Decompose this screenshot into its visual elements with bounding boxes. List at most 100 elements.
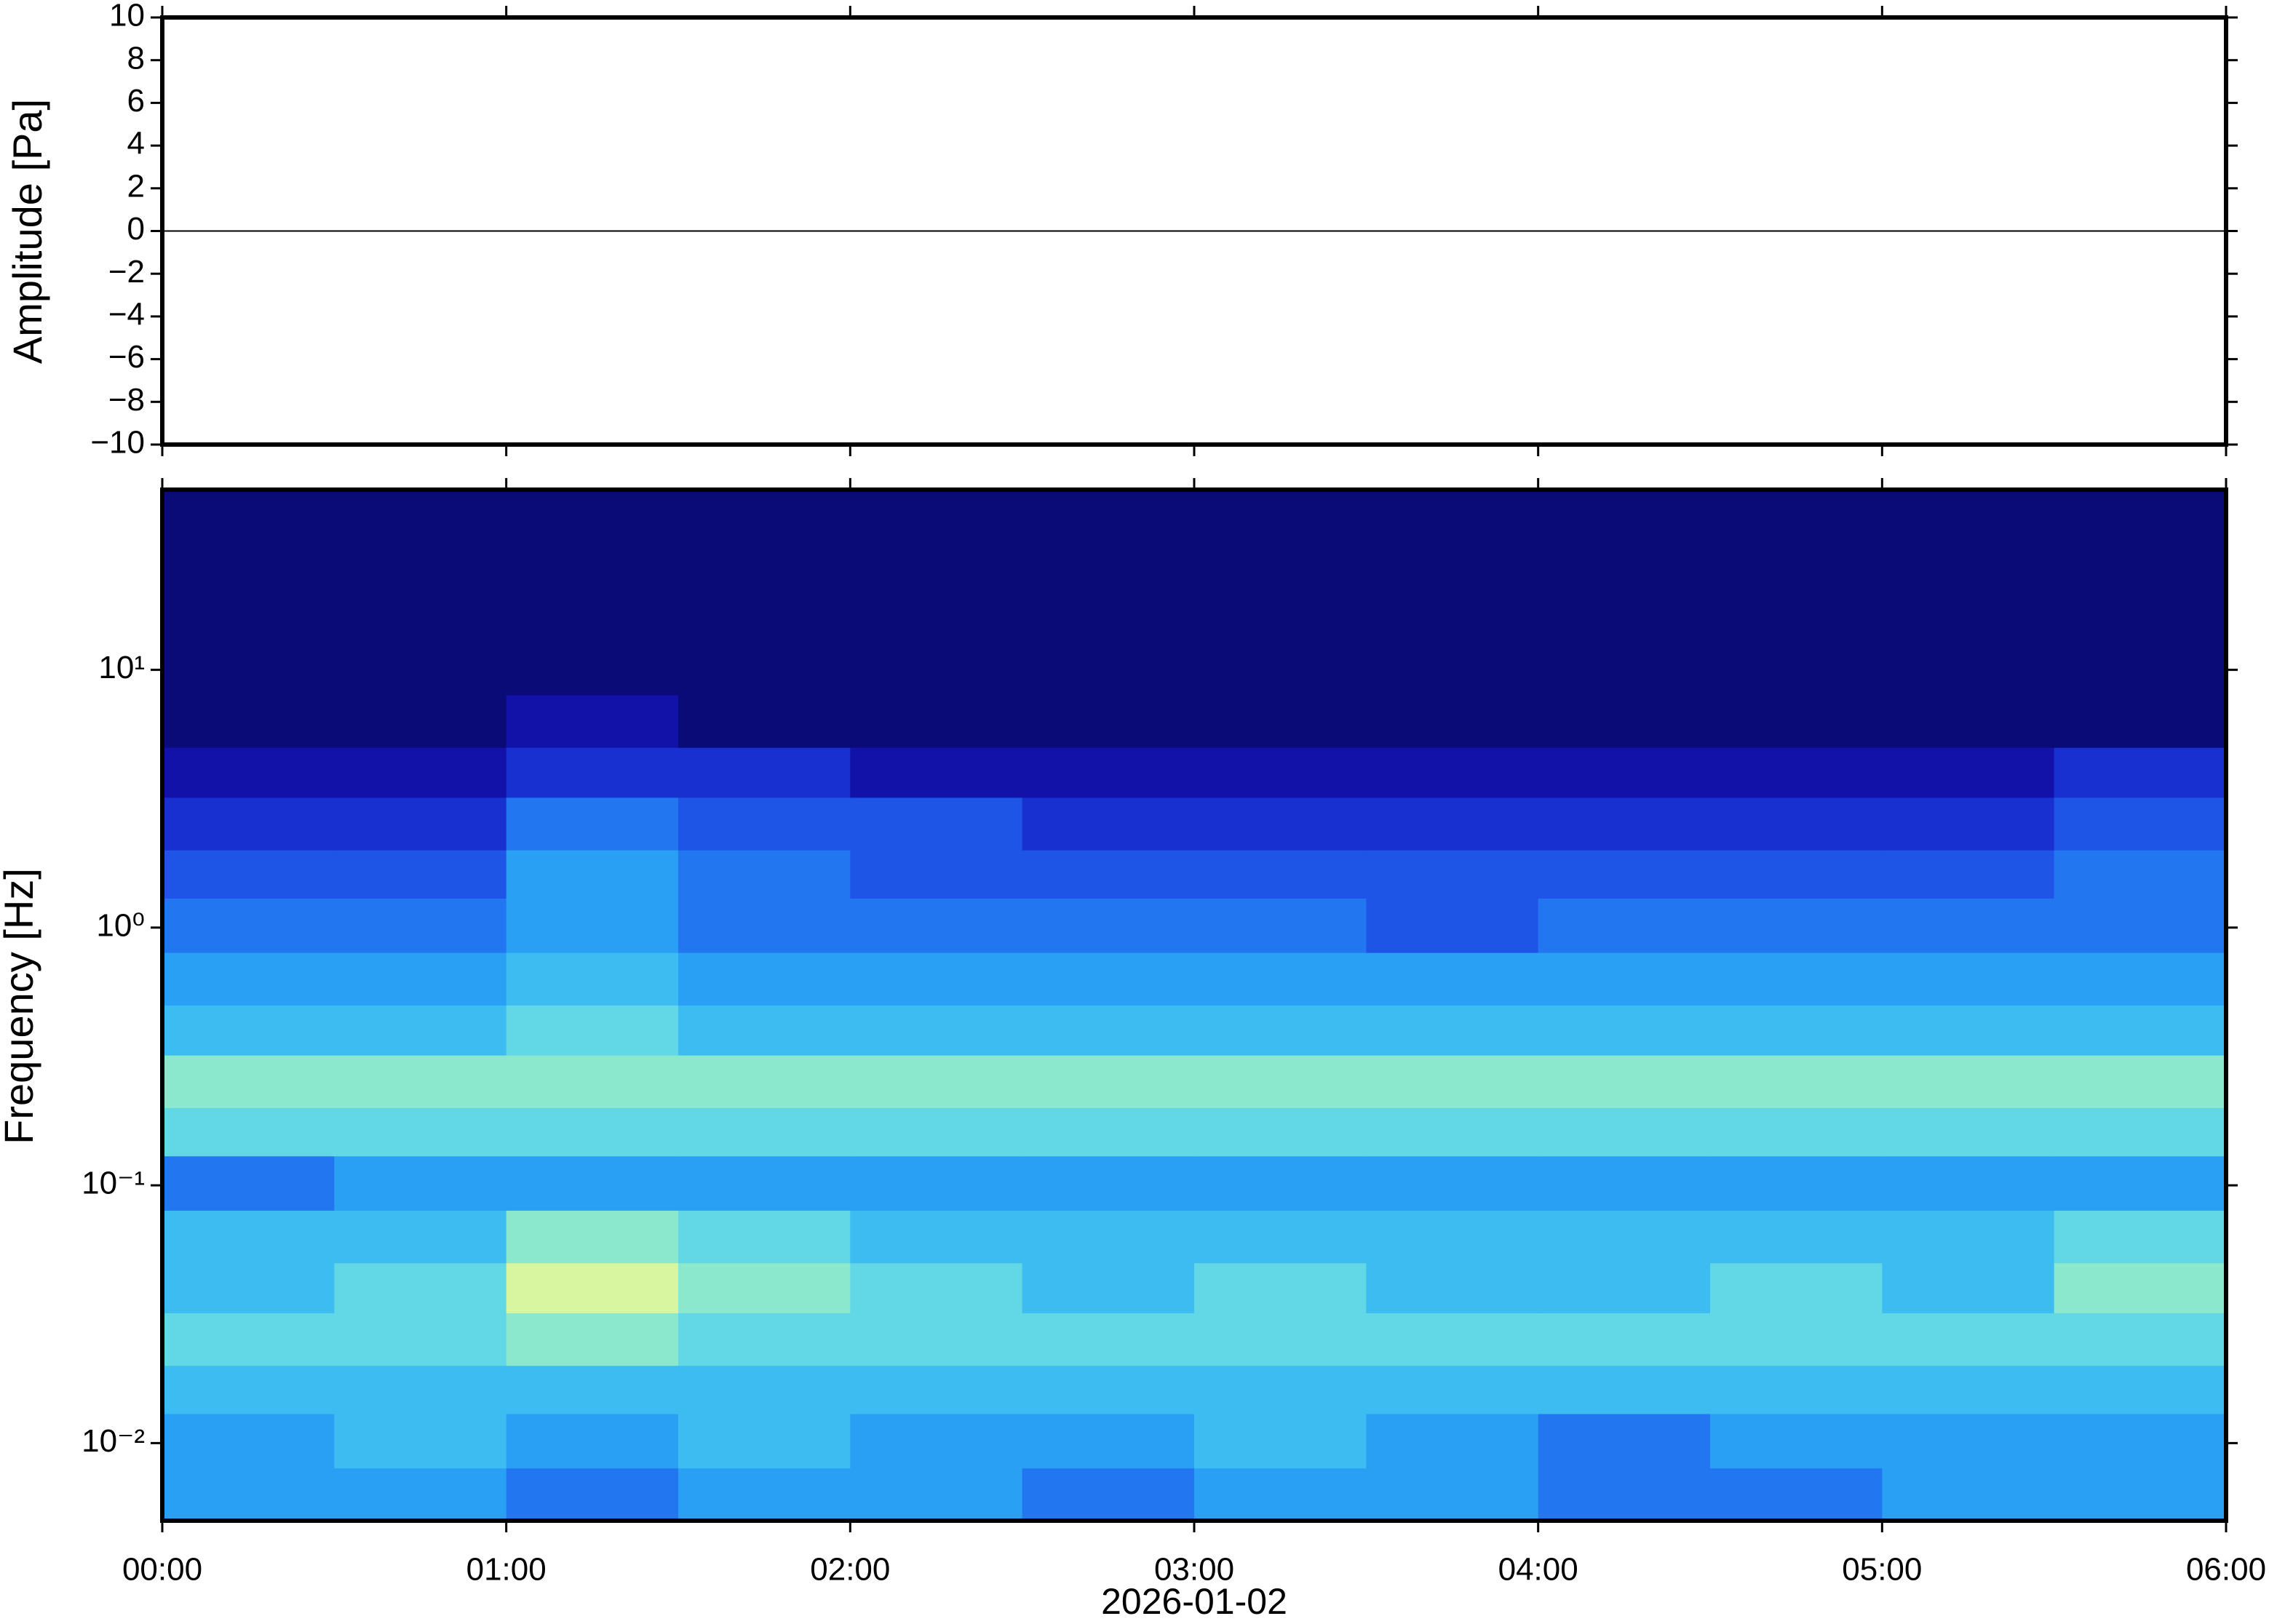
spectrogram-cell [1710, 694, 1883, 748]
spectrogram-cell [162, 1005, 335, 1056]
spectrogram-cell [678, 952, 851, 1006]
x-axis-title: 2026-01-02 [1101, 1581, 1287, 1622]
spectrogram-cell [678, 694, 851, 748]
spectrogram-cell [1882, 1107, 2055, 1157]
y-tick-label: −8 [108, 382, 145, 418]
x-tick-label: 00:00 [122, 1552, 202, 1588]
spectrogram-cell [1710, 1107, 1883, 1157]
spectrogram-cell [506, 850, 679, 899]
spectrogram-cell [678, 1365, 851, 1414]
spectrogram-cell [1710, 747, 1883, 798]
spectrogram-cell [1882, 1005, 2055, 1056]
spectrogram-cell [850, 797, 1023, 851]
spectrogram-cell [506, 490, 679, 696]
y-tick-label: 4 [127, 126, 145, 162]
spectrogram-cell [1366, 1005, 1539, 1056]
spectrogram-cell [506, 1210, 679, 1264]
spectrogram-cell [2054, 1365, 2227, 1414]
spectrogram-cell [1366, 1155, 1539, 1211]
spectrogram-cell [334, 1005, 507, 1056]
spectrogram-cell [506, 1155, 679, 1211]
spectrogram-cell [334, 1155, 507, 1211]
y-tick-label: 8 [127, 40, 145, 76]
spectrogram-cell [2054, 694, 2227, 748]
spectrogram-cell [850, 1005, 1023, 1056]
spectrogram-cell [678, 850, 851, 899]
spectrogram-cell [162, 1107, 335, 1157]
y-tick-label: −6 [108, 339, 145, 375]
spectrogram-cell [850, 1155, 1023, 1211]
y-tick-label: 10¹ [98, 650, 145, 685]
spectrogram-cell [334, 1365, 507, 1414]
spectrogram-cell [334, 1468, 507, 1521]
spectrogram-cell [850, 1413, 1023, 1469]
y-axis-title: Frequency [Hz] [0, 868, 41, 1145]
spectrogram-cell [162, 490, 335, 696]
spectrogram-cell [1538, 1365, 1711, 1414]
spectrogram-cell [2054, 1262, 2227, 1313]
spectrogram-cell [1882, 1313, 2055, 1366]
spectrogram-cell [506, 898, 679, 953]
spectrogram-cell [1194, 1313, 1367, 1366]
spectrogram-cell [162, 1313, 335, 1366]
spectrogram-cell [1194, 1107, 1367, 1157]
spectrogram-cell [1366, 1210, 1539, 1264]
spectrogram-cell [2054, 1210, 2227, 1264]
spectrogram-cell [162, 1155, 335, 1211]
spectrogram-cell [678, 1210, 851, 1264]
spectrogram-cell [1882, 490, 2055, 696]
spectrogram-cell [1882, 1055, 2055, 1108]
spectrogram-cell [1022, 1313, 1195, 1366]
spectrogram-cell [678, 1468, 851, 1521]
spectrogram-cell [850, 952, 1023, 1006]
spectrogram-cell [1022, 898, 1195, 953]
spectrogram-cell [506, 1107, 679, 1157]
spectrogram-cell [1710, 1055, 1883, 1108]
spectrogram-cell [1710, 850, 1883, 899]
spectrogram-cell [1538, 747, 1711, 798]
spectrogram-cell [678, 1055, 851, 1108]
spectrogram-cell [334, 1313, 507, 1366]
spectrogram-cell [850, 1210, 1023, 1264]
spectrogram-cell [506, 1468, 679, 1521]
y-tick-label: 10⁻¹ [82, 1166, 145, 1201]
y-tick-label: 2 [127, 168, 145, 204]
spectrogram-cell [1022, 1468, 1195, 1521]
spectrogram-cell [1022, 1155, 1195, 1211]
spectrogram-cell [162, 1468, 335, 1521]
spectrogram-cell [1022, 1262, 1195, 1313]
spectrogram-cell [1882, 747, 2055, 798]
spectrogram-cell [334, 747, 507, 798]
spectrogram-cell [506, 1313, 679, 1366]
spectrogram-cell [1710, 1155, 1883, 1211]
spectrogram-cell [1022, 1210, 1195, 1264]
spectrogram-cell [162, 747, 335, 798]
spectrogram-cell [2054, 952, 2227, 1006]
y-tick-label: 6 [127, 83, 145, 119]
spectrogram-cell [850, 898, 1023, 953]
spectrogram-cell [850, 1313, 1023, 1366]
spectrogram-cell [162, 898, 335, 953]
spectrogram-cell [1538, 1313, 1711, 1366]
spectrogram-cell [334, 1262, 507, 1313]
spectrogram-cell [1366, 1365, 1539, 1414]
spectrogram-cell [850, 850, 1023, 899]
y-tick-label: 10⁰ [96, 907, 145, 943]
spectrogram-cell [1538, 1005, 1711, 1056]
spectrogram-cell [1882, 898, 2055, 953]
spectrogram-cell [1710, 1005, 1883, 1056]
spectrogram-cell [506, 747, 679, 798]
spectrogram-cell [162, 797, 335, 851]
spectrogram-cell [162, 952, 335, 1006]
spectrogram-cell [678, 898, 851, 953]
spectrogram-cell [1366, 747, 1539, 798]
spectrogram-cell [506, 952, 679, 1006]
spectrogram-cell [1882, 694, 2055, 748]
spectrogram-cell [162, 850, 335, 899]
spectrogram-cell [506, 1365, 679, 1414]
spectrogram-cell [1194, 490, 1367, 696]
spectrogram-cell [1366, 1313, 1539, 1366]
spectrogram-cell [506, 1413, 679, 1469]
spectrogram-cell [678, 1313, 851, 1366]
spectrogram-cell [2054, 1468, 2227, 1521]
